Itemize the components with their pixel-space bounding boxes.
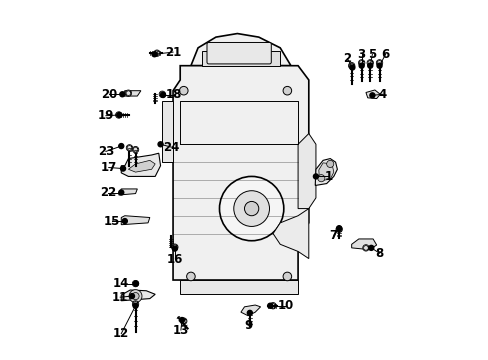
Polygon shape — [121, 216, 149, 225]
Circle shape — [132, 293, 139, 300]
Polygon shape — [318, 163, 333, 181]
Circle shape — [376, 63, 381, 68]
Polygon shape — [115, 112, 122, 118]
Text: 18: 18 — [165, 89, 182, 102]
Text: 3: 3 — [357, 48, 365, 61]
Polygon shape — [376, 60, 382, 66]
Text: 16: 16 — [166, 253, 183, 266]
Circle shape — [326, 160, 333, 167]
Circle shape — [283, 272, 291, 281]
Text: 8: 8 — [375, 247, 383, 260]
Polygon shape — [362, 245, 368, 251]
Circle shape — [267, 303, 272, 308]
Polygon shape — [132, 280, 139, 287]
Polygon shape — [269, 302, 276, 309]
Circle shape — [172, 246, 177, 251]
Circle shape — [119, 144, 123, 149]
Circle shape — [368, 246, 373, 250]
Circle shape — [358, 63, 364, 68]
Polygon shape — [272, 208, 308, 258]
Polygon shape — [173, 66, 308, 280]
Polygon shape — [366, 60, 373, 66]
Text: 12: 12 — [113, 327, 129, 340]
Text: 2: 2 — [343, 52, 351, 65]
Text: 20: 20 — [101, 88, 117, 101]
Text: 15: 15 — [104, 215, 120, 228]
Circle shape — [117, 112, 122, 117]
Polygon shape — [159, 91, 165, 98]
Text: 5: 5 — [367, 48, 376, 61]
Circle shape — [336, 226, 341, 231]
Circle shape — [160, 93, 165, 98]
Circle shape — [317, 175, 324, 182]
Text: 14: 14 — [113, 277, 129, 290]
Polygon shape — [180, 280, 298, 294]
Circle shape — [283, 86, 291, 95]
Text: 11: 11 — [112, 291, 128, 304]
Polygon shape — [121, 153, 160, 176]
Circle shape — [369, 93, 374, 98]
Text: 1: 1 — [324, 170, 332, 183]
Polygon shape — [358, 60, 364, 66]
Circle shape — [133, 281, 138, 286]
Polygon shape — [121, 290, 155, 301]
Circle shape — [349, 65, 354, 70]
Polygon shape — [348, 63, 354, 69]
Circle shape — [133, 303, 138, 308]
Circle shape — [244, 202, 258, 216]
Polygon shape — [298, 134, 315, 208]
Polygon shape — [315, 158, 337, 185]
Polygon shape — [241, 305, 260, 316]
Polygon shape — [119, 189, 137, 195]
Circle shape — [129, 294, 134, 298]
Polygon shape — [121, 91, 141, 96]
Polygon shape — [132, 147, 139, 153]
Polygon shape — [162, 102, 173, 162]
Text: 19: 19 — [98, 109, 114, 122]
Circle shape — [219, 176, 283, 241]
Polygon shape — [201, 51, 280, 66]
Circle shape — [121, 166, 125, 171]
Text: 22: 22 — [100, 186, 116, 199]
Circle shape — [247, 310, 252, 315]
Polygon shape — [132, 301, 139, 307]
Polygon shape — [365, 90, 380, 99]
Circle shape — [233, 191, 269, 226]
Polygon shape — [171, 244, 178, 250]
Circle shape — [119, 190, 123, 195]
Polygon shape — [128, 160, 155, 172]
Text: 23: 23 — [98, 145, 114, 158]
Text: 21: 21 — [164, 46, 181, 59]
Circle shape — [313, 174, 318, 179]
Polygon shape — [190, 33, 290, 66]
Text: 10: 10 — [277, 299, 293, 312]
Circle shape — [129, 290, 142, 302]
Text: 6: 6 — [381, 48, 389, 61]
Circle shape — [186, 272, 195, 281]
Text: 7: 7 — [329, 229, 337, 242]
Circle shape — [122, 219, 127, 224]
Text: 24: 24 — [163, 141, 179, 154]
Text: 13: 13 — [172, 324, 189, 337]
Polygon shape — [335, 226, 342, 233]
FancyBboxPatch shape — [206, 42, 271, 64]
Polygon shape — [351, 239, 376, 249]
Circle shape — [152, 52, 157, 57]
Polygon shape — [154, 50, 160, 57]
Circle shape — [120, 92, 124, 97]
Polygon shape — [126, 145, 132, 151]
Circle shape — [158, 142, 163, 147]
Circle shape — [367, 63, 372, 68]
Circle shape — [179, 318, 184, 323]
Text: 4: 4 — [378, 88, 386, 101]
Text: 9: 9 — [244, 319, 252, 332]
Circle shape — [179, 86, 188, 95]
Text: 17: 17 — [101, 161, 117, 174]
Polygon shape — [125, 90, 131, 96]
Polygon shape — [180, 318, 186, 324]
